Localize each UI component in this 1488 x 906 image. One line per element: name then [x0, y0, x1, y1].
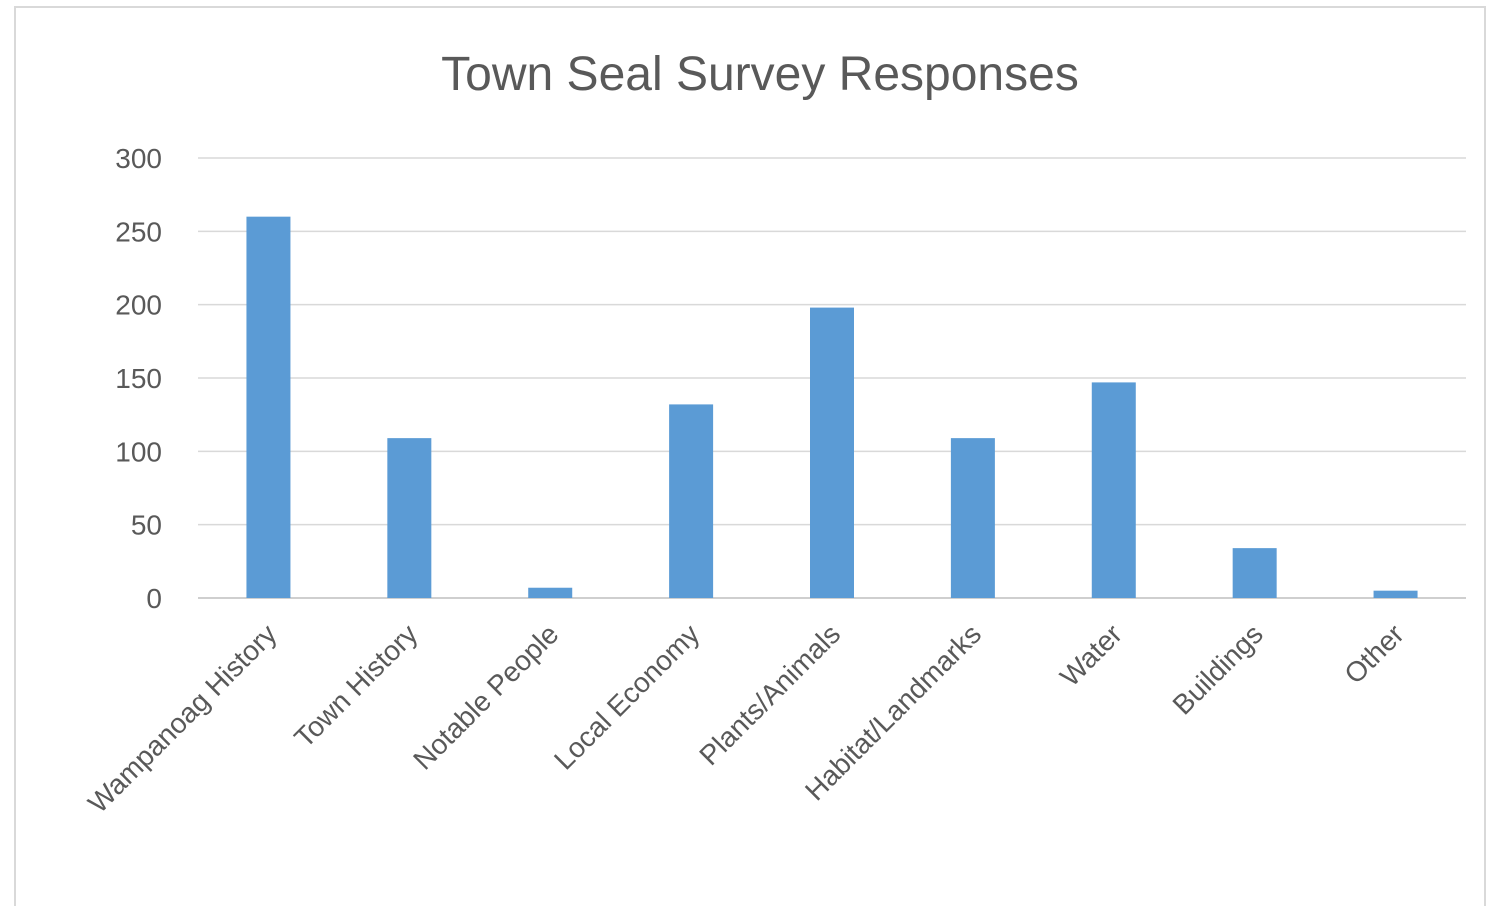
y-tick-label: 100 [115, 436, 162, 467]
x-category-label: Local Economy [548, 618, 705, 775]
y-tick-label: 50 [131, 510, 162, 541]
bars [246, 216, 1418, 598]
bar-local-economy [669, 404, 714, 598]
chart-title: Town Seal Survey Responses [441, 48, 1079, 101]
y-tick-label: 300 [115, 143, 162, 174]
x-category-label: Notable People [407, 618, 564, 775]
bar-other [1373, 590, 1418, 598]
x-category-label: Other [1338, 618, 1409, 689]
bar-notable-people [528, 587, 573, 598]
x-category-label: Wampanoag History [82, 618, 283, 819]
x-category-label: Town History [288, 618, 423, 753]
bar-habitat-landmarks [950, 438, 995, 598]
bar-buildings [1232, 548, 1277, 598]
bar-water [1091, 382, 1136, 598]
x-category-label: Plants/Animals [693, 618, 846, 771]
y-tick-label: 0 [146, 583, 162, 614]
y-tick-label: 150 [115, 363, 162, 394]
bar-wampanoag-history [246, 216, 291, 598]
y-tick-label: 250 [115, 216, 162, 247]
x-category-label: Water [1054, 618, 1128, 692]
y-tick-label: 200 [115, 290, 162, 321]
bar-plants-animals [810, 307, 854, 598]
y-axis-ticks: 0 50 100 150 200 250 300 [115, 143, 162, 614]
bar-town-history [387, 438, 432, 598]
x-category-label: Buildings [1167, 618, 1269, 720]
